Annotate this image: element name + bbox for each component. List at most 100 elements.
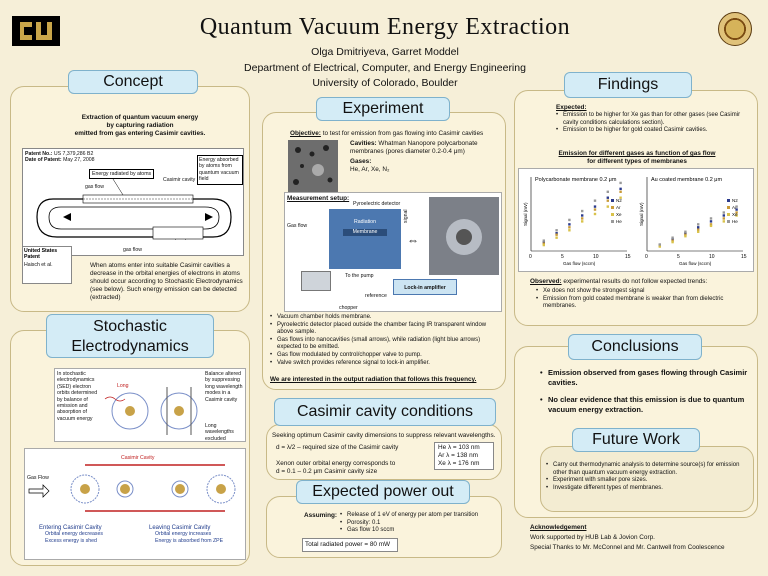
chart-1-xtick: 15 <box>741 254 747 260</box>
chart-1-point-N2 <box>684 232 687 235</box>
concept-body: When atoms enter into suitable Casimir c… <box>90 262 243 301</box>
objective: Objective: to test for emission from gas… <box>290 130 484 137</box>
chart-1-point-Xe <box>722 220 725 223</box>
expected-label: Expected: <box>556 104 587 111</box>
chart-title-1: Emission for different gases as function… <box>558 150 716 157</box>
experiment-bullets: Vacuum chamber holds membrane. Pyroelect… <box>270 314 502 367</box>
label-gas-flow-top: gas flow <box>85 184 105 190</box>
observed: Observed: experimental results do not fo… <box>530 278 708 285</box>
vacuum-chamber: Radiation Membrane <box>329 209 401 269</box>
chart-1-point-He <box>722 211 725 214</box>
chart-1-legend-N2: N2 <box>732 198 738 203</box>
chart-1-point-N2 <box>709 220 713 223</box>
casimir-heading: Casimir cavity conditions <box>274 398 496 426</box>
chart-0-legend-swatch <box>611 220 614 223</box>
concept-intro: Extraction of quantum vacuum energy by c… <box>74 114 206 137</box>
casimir-line3: Xenon outer orbital energy corresponds t… <box>276 460 396 467</box>
chart-1-point-He <box>684 230 687 233</box>
power-items: Release of 1 eV of energy per atom per t… <box>340 512 500 535</box>
chart-0-legend-Xe: Xe <box>616 212 622 217</box>
sed-top-figure: In stochastic electrodynamics (SED) elec… <box>54 368 246 442</box>
patent-diagram: Patent No.: US 7,379,286 B2 Date of Pate… <box>22 148 244 256</box>
chart-1-point-N2 <box>735 208 738 211</box>
chart-1-point-He <box>697 223 700 226</box>
power-total: Total radiated power = 80 mW <box>302 538 398 552</box>
findings-scatter-svg: Polycarbonate membrane 0.2 μm 0 5 10 15 Gas f… <box>523 177 747 266</box>
chart-0-point-N2 <box>606 196 609 199</box>
casimir-line4: d = 0.1 – 0.2 μm Casimir cavity size <box>276 468 378 475</box>
chart-0-legend-Ar: Ar <box>616 205 621 210</box>
concept-heading: Concept <box>68 70 198 94</box>
chart-0-point-Xe <box>568 229 571 232</box>
chart-1-point-Ar <box>697 228 700 231</box>
chart-0-point-Ar <box>555 233 558 236</box>
membrane-micrograph <box>288 140 338 192</box>
chart-0-point-N2 <box>619 187 622 191</box>
chart-0-point-He <box>555 229 558 232</box>
chart-0-ylabel: Signal (mV) <box>523 202 528 226</box>
poster-title: Quantum Vacuum Energy Extraction <box>199 14 571 40</box>
chart-1-point-Ar <box>709 223 713 226</box>
expected-list: Emission to be higher for Xe gas than fo… <box>556 112 752 135</box>
chart-0-point-N2 <box>555 232 558 235</box>
chamber-photo <box>429 197 499 275</box>
chart-0-point-He <box>619 181 622 185</box>
chart-0-point-Ar <box>593 208 597 211</box>
future-list: Carry out thermodynamic analysis to dete… <box>546 462 750 492</box>
conclusions-heading: Conclusions <box>568 334 702 360</box>
exchange-arrows-icon: ⇔ <box>407 233 419 247</box>
chart-0-point-He <box>593 199 597 202</box>
chart-0-point-Ar <box>581 217 584 220</box>
chart-1-point-He <box>671 236 674 239</box>
chart-0-legend-N2: N2 <box>616 198 622 203</box>
chart-1-point-Xe <box>709 224 713 228</box>
chart-1-legend-swatch <box>727 199 730 202</box>
chart-0-point-Ar <box>606 199 609 202</box>
entering-title: Entering Casimir Cavity <box>39 525 102 531</box>
ack-heading: Acknowledgement <box>530 524 587 531</box>
chart-1-point-N2 <box>722 214 725 217</box>
chart-0-point-Xe <box>593 212 597 216</box>
chart-1-legend-Ar: Ar <box>732 205 737 210</box>
label-casimir-cavity: Casimir cavity <box>163 177 196 183</box>
chart-0-point-N2 <box>542 240 545 244</box>
chart-0-point-Ar <box>542 242 545 245</box>
chart-1-point-He <box>735 205 738 208</box>
observed-list: Xe does not show the strongest signal Em… <box>536 288 752 311</box>
chart-0-point-He <box>568 218 571 222</box>
ack-line2: Special Thanks to Mr. McConnel and Mr. C… <box>530 544 725 551</box>
experiment-heading: Experiment <box>316 97 450 121</box>
sed-heading: Stochastic Electrodynamics <box>46 314 214 358</box>
chart-1-point-Ar <box>735 211 738 214</box>
chart-0-point-N2 <box>581 214 584 217</box>
chart-1-xtick: 10 <box>709 254 715 260</box>
chart-0-point-Ar <box>619 190 622 193</box>
power-heading: Expected power out <box>296 480 470 504</box>
chart-title-2: for different types of membranes <box>587 158 687 165</box>
chart-0-xlabel: Gas flow (sccm) <box>563 261 596 266</box>
chart-0-point-Xe <box>619 196 622 199</box>
chart-0-point-N2 <box>593 205 597 208</box>
chart-1-xtick: 0 <box>645 254 648 260</box>
wavelength-box: He λ = 103 nm Ar λ = 138 nm Xe λ = 176 n… <box>434 442 494 470</box>
chart-0-xtick: 5 <box>561 254 564 260</box>
chart-1-legend-swatch <box>727 213 730 216</box>
chart-1-point-He <box>709 217 713 220</box>
conclusions-list: • Emission observed from gases flowing th… <box>540 368 748 414</box>
chart-0-point-Ar <box>568 226 571 229</box>
chart-1-point-Xe <box>684 235 687 238</box>
lockin-amplifier: Lock-in amplifier <box>393 279 457 295</box>
chart-1-point-Xe <box>658 245 661 248</box>
chart-1-point-Xe <box>697 230 700 233</box>
chart-0-legend-He: He <box>616 219 622 224</box>
chart-1-point-N2 <box>671 237 674 241</box>
university: University of Colorado, Boulder <box>312 77 458 89</box>
department: Department of Electrical, Computer, and … <box>244 62 526 74</box>
power-assuming: Assuming: <box>304 512 338 519</box>
chart-0-legend-swatch <box>611 206 614 209</box>
chart-0-legend-swatch <box>611 199 614 202</box>
leaving-title: Leaving Casimir Cavity <box>149 525 211 531</box>
chart-1-point-Ar <box>722 217 725 220</box>
chart-1-xlabel: Gas flow (sccm) <box>679 261 712 266</box>
label-energy-absorbed: Energy absorbed by atoms from quantum va… <box>197 155 243 185</box>
